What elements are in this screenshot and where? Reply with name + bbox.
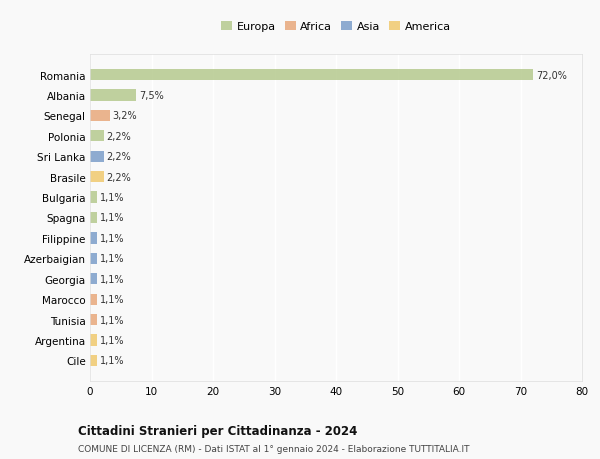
Bar xyxy=(90,192,97,203)
Text: 1,1%: 1,1% xyxy=(100,274,124,284)
Bar xyxy=(90,233,97,244)
Bar xyxy=(90,131,104,142)
Bar xyxy=(90,314,97,325)
Text: 1,1%: 1,1% xyxy=(100,356,124,365)
Bar xyxy=(90,294,97,305)
Text: 1,1%: 1,1% xyxy=(100,254,124,264)
Text: 1,1%: 1,1% xyxy=(100,213,124,223)
Text: COMUNE DI LICENZA (RM) - Dati ISTAT al 1° gennaio 2024 - Elaborazione TUTTITALIA: COMUNE DI LICENZA (RM) - Dati ISTAT al 1… xyxy=(78,444,470,453)
Bar xyxy=(90,274,97,285)
Text: 2,2%: 2,2% xyxy=(107,152,131,162)
Text: 1,1%: 1,1% xyxy=(100,315,124,325)
Text: 1,1%: 1,1% xyxy=(100,295,124,304)
Bar xyxy=(90,151,104,162)
Bar xyxy=(90,253,97,264)
Bar xyxy=(90,335,97,346)
Text: 2,2%: 2,2% xyxy=(107,132,131,141)
Bar xyxy=(90,70,533,81)
Bar xyxy=(90,213,97,224)
Bar xyxy=(90,355,97,366)
Text: 3,2%: 3,2% xyxy=(113,111,137,121)
Bar xyxy=(90,90,136,101)
Text: Cittadini Stranieri per Cittadinanza - 2024: Cittadini Stranieri per Cittadinanza - 2… xyxy=(78,425,358,437)
Bar xyxy=(90,172,104,183)
Bar xyxy=(90,111,110,122)
Text: 7,5%: 7,5% xyxy=(139,91,164,101)
Text: 72,0%: 72,0% xyxy=(536,71,567,80)
Text: 1,1%: 1,1% xyxy=(100,233,124,243)
Legend: Europa, Africa, Asia, America: Europa, Africa, Asia, America xyxy=(218,18,454,35)
Text: 2,2%: 2,2% xyxy=(107,172,131,182)
Text: 1,1%: 1,1% xyxy=(100,193,124,203)
Text: 1,1%: 1,1% xyxy=(100,335,124,345)
